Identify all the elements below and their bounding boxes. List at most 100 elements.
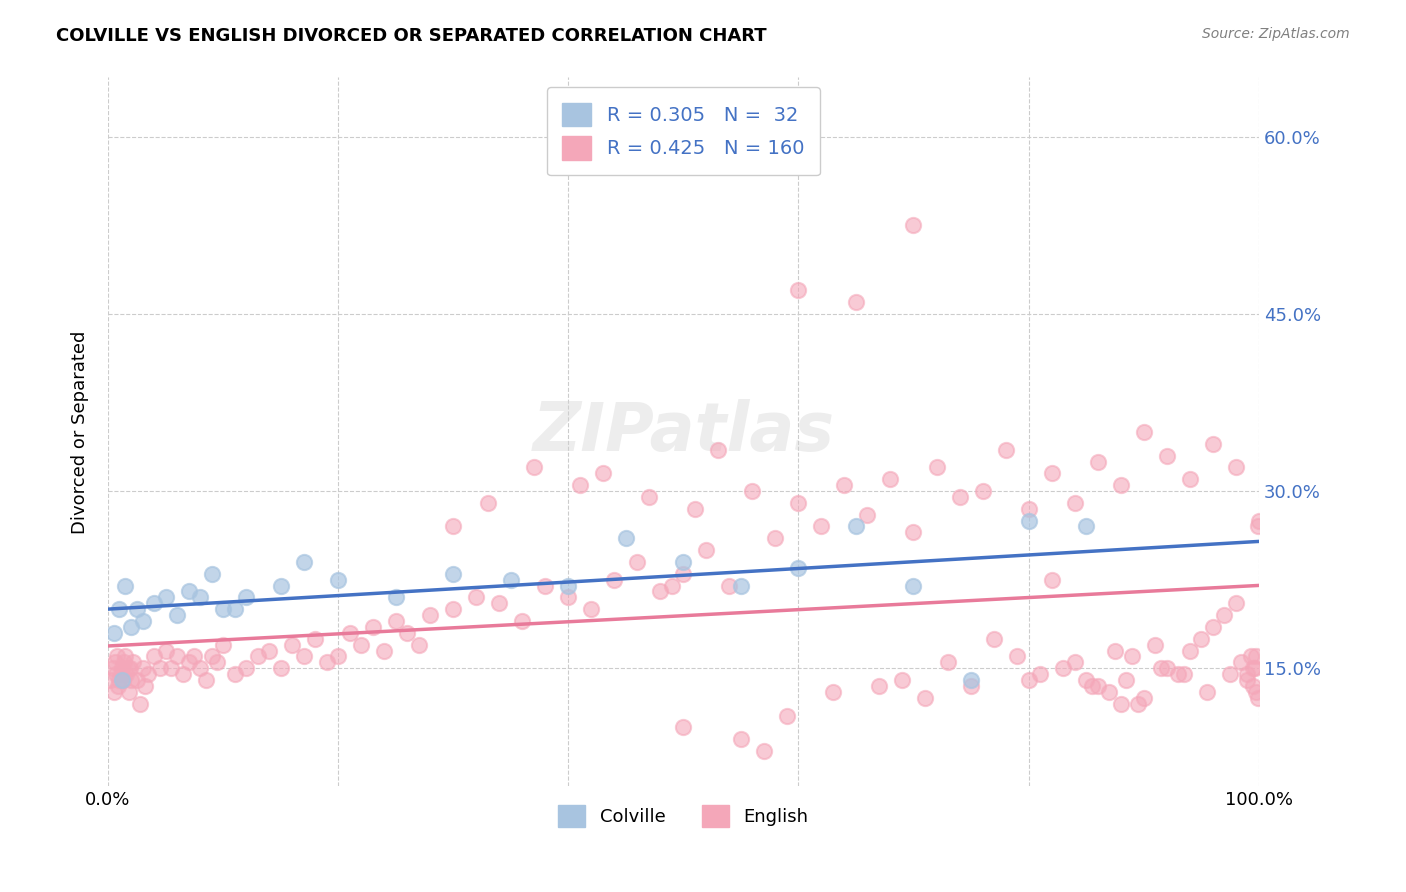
Point (101, 661, 124, 675)
Point (672, 720, 695, 734)
Point (188, 661, 211, 675)
Point (188, 591, 211, 605)
Point (149, 661, 172, 675)
Point (110, 667, 132, 681)
Text: Source: ZipAtlas.com: Source: ZipAtlas.com (1202, 27, 1350, 41)
Point (868, 679, 890, 693)
Point (441, 602, 464, 616)
Point (1195, 685, 1218, 699)
Point (581, 602, 603, 616)
Point (914, 690, 936, 705)
Point (879, 472, 901, 486)
Point (614, 531, 637, 545)
Point (1241, 679, 1264, 693)
Point (326, 573, 349, 587)
Point (235, 591, 257, 605)
Point (523, 460, 546, 475)
Point (103, 625, 125, 640)
Point (960, 679, 983, 693)
Point (108, 673, 131, 687)
Point (672, 566, 695, 581)
Point (730, 732, 752, 747)
Point (98, 673, 121, 687)
Point (419, 608, 441, 623)
Point (1246, 690, 1268, 705)
Point (1167, 667, 1189, 681)
Point (1225, 460, 1247, 475)
Point (339, 625, 361, 640)
Point (557, 578, 579, 592)
Point (166, 649, 188, 664)
Point (730, 578, 752, 592)
Text: ZIPatlas: ZIPatlas (533, 399, 834, 465)
Point (111, 673, 134, 687)
Point (1156, 661, 1178, 675)
Point (117, 661, 139, 675)
Point (315, 656, 337, 670)
Point (1098, 685, 1121, 699)
Point (787, 561, 810, 575)
Point (118, 685, 141, 699)
Point (1189, 632, 1212, 646)
Point (350, 638, 373, 652)
Point (270, 661, 292, 675)
Point (1018, 673, 1040, 687)
Point (1230, 656, 1253, 670)
Point (1246, 685, 1268, 699)
Point (650, 584, 672, 599)
Point (118, 661, 141, 675)
Point (200, 649, 222, 664)
Point (1087, 679, 1109, 693)
Point (499, 573, 522, 587)
Point (131, 614, 153, 628)
Point (972, 484, 994, 499)
Point (821, 685, 844, 699)
Point (1121, 649, 1143, 664)
Point (1144, 638, 1167, 652)
Point (510, 614, 533, 628)
Point (212, 602, 235, 616)
Point (1040, 467, 1063, 481)
Point (257, 643, 280, 657)
Point (1246, 519, 1268, 533)
Point (626, 555, 648, 569)
Point (143, 596, 166, 610)
Point (235, 661, 257, 675)
Point (200, 566, 222, 581)
Point (1240, 649, 1263, 664)
Point (534, 578, 557, 592)
Point (787, 496, 810, 510)
Point (1244, 661, 1267, 675)
Point (1029, 667, 1052, 681)
Point (592, 467, 614, 481)
Point (568, 478, 591, 492)
Point (105, 667, 128, 681)
Point (1247, 514, 1270, 528)
Point (104, 656, 127, 670)
Point (1018, 514, 1040, 528)
Point (114, 649, 136, 664)
Point (960, 673, 983, 687)
Point (177, 584, 200, 599)
Point (741, 484, 763, 499)
Point (1246, 649, 1268, 664)
Point (603, 573, 626, 587)
Point (718, 578, 741, 592)
Point (136, 667, 159, 681)
Point (1109, 697, 1132, 711)
Point (194, 673, 217, 687)
Point (1202, 437, 1225, 451)
Point (304, 632, 326, 646)
Point (396, 625, 419, 640)
Point (834, 478, 856, 492)
Point (384, 614, 406, 628)
Point (776, 708, 799, 723)
Point (983, 632, 1005, 646)
Point (637, 490, 659, 504)
Point (120, 620, 142, 634)
Point (125, 673, 148, 687)
Point (1126, 697, 1149, 711)
Point (1236, 667, 1258, 681)
Point (111, 661, 134, 675)
Point (155, 643, 177, 657)
